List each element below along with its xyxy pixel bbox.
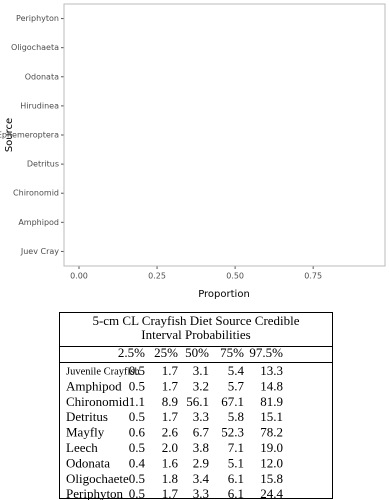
cell: 0.5: [129, 409, 145, 424]
x-tick-label: 0.25: [148, 272, 166, 281]
cell: 19.0: [260, 440, 283, 455]
cell: 3.1: [193, 363, 209, 378]
table-title: 5-cm CL Crayfish Diet Source Credible: [92, 313, 299, 328]
cell: 2.0: [162, 440, 178, 455]
row-label: Oligochaete: [66, 471, 129, 486]
column-header: 97.5%: [249, 345, 283, 360]
cell: 12.0: [260, 455, 283, 470]
column-header: 2.5%: [118, 345, 145, 360]
cell: 81.9: [260, 394, 283, 409]
y-tick-label: Detritus: [27, 160, 59, 169]
cell: 1.7: [162, 486, 179, 500]
y-tick-label: Oligochaeta: [11, 43, 59, 52]
x-tick-label: 0.00: [70, 272, 88, 281]
cell: 3.2: [193, 378, 209, 393]
column-header: 50%: [185, 345, 209, 360]
cell: 0.5: [129, 471, 145, 486]
row-label: Detritus: [66, 409, 108, 424]
cell: 5.1: [228, 455, 244, 470]
y-axis-label: Source: [4, 118, 15, 152]
row-label: Juvenile Crayfish: [66, 366, 141, 377]
cell: 7.1: [228, 440, 244, 455]
cell: 8.9: [162, 394, 178, 409]
cell: 0.6: [129, 425, 146, 440]
cell: 3.3: [193, 486, 209, 500]
cell: 5.8: [228, 409, 244, 424]
cell: 0.5: [129, 440, 145, 455]
column-header: 75%: [220, 345, 244, 360]
row-label: Chironomid: [66, 394, 129, 409]
table-border: [59, 312, 333, 499]
cell: 1.7: [162, 409, 179, 424]
cell: 24.4: [260, 486, 283, 500]
cell: 1.7: [162, 378, 179, 393]
cell: 15.8: [260, 471, 283, 486]
cell: 5.4: [228, 363, 245, 378]
cell: 14.8: [260, 378, 283, 393]
cell: 13.3: [260, 363, 283, 378]
y-tick-label: Odonata: [25, 72, 59, 81]
cell: 3.3: [193, 409, 209, 424]
cell: 15.1: [260, 409, 283, 424]
y-tick-label: Periphyton: [16, 14, 59, 23]
y-tick-label: Hirudinea: [20, 101, 59, 110]
cell: 78.2: [260, 425, 283, 440]
row-label: Mayfly: [66, 425, 105, 440]
cell: 0.5: [129, 378, 145, 393]
cell: 1.6: [162, 455, 179, 470]
column-header: 25%: [154, 345, 178, 360]
row-label: Amphipod: [66, 378, 122, 393]
y-tick-label: Juev Cray: [20, 247, 59, 256]
cell: 6.7: [193, 425, 210, 440]
panel: [63, 3, 386, 267]
y-tick-label: Chironomid: [13, 189, 59, 198]
cell: 3.8: [193, 440, 209, 455]
cell: 6.1: [228, 486, 244, 500]
x-axis-label: Proportion: [198, 289, 250, 300]
cell: 0.4: [129, 455, 146, 470]
cell: 1.7: [162, 363, 179, 378]
cell: 2.9: [193, 455, 209, 470]
row-label: Periphyton: [66, 486, 124, 500]
cell: 5.7: [228, 378, 245, 393]
cell: 52.3: [221, 425, 244, 440]
cell: 0.5: [129, 486, 145, 500]
row-label: Odonata: [66, 455, 110, 470]
table-title: Interval Probabilities: [141, 327, 250, 342]
cell: 6.1: [228, 471, 244, 486]
row-label: Leech: [66, 440, 98, 455]
cell: 1.1: [129, 394, 145, 409]
cell: 56.1: [186, 394, 209, 409]
y-tick-label: Amphipod: [18, 218, 59, 227]
x-tick-label: 0.50: [226, 272, 244, 281]
x-tick-label: 0.75: [304, 272, 322, 281]
cell: 3.4: [193, 471, 210, 486]
cell: 2.6: [162, 425, 179, 440]
cell: 0.5: [129, 363, 145, 378]
y-tick-label: Ephemeroptera: [0, 131, 59, 140]
chart: Proportion Source 0.00 0.25 0.50 0.75 Periph…: [0, 3, 386, 300]
cell: 67.1: [221, 394, 244, 409]
cell: 1.8: [162, 471, 178, 486]
